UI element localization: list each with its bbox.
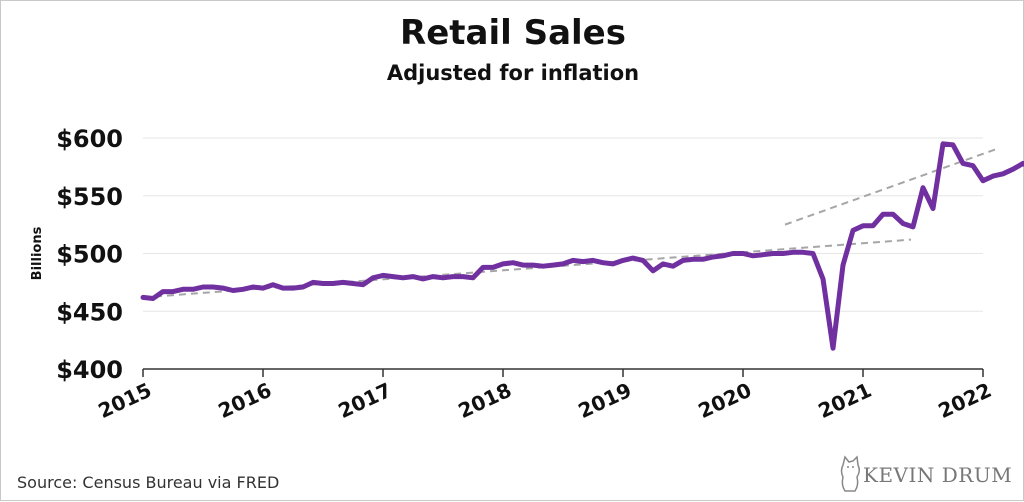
source-note: Source: Census Bureau via FRED	[17, 473, 280, 492]
x-tick-label: 2017	[335, 378, 396, 423]
y-tick-label: $500	[56, 241, 123, 269]
y-axis-title: Billions	[30, 226, 45, 280]
x-tick-label: 2015	[95, 378, 156, 423]
kevin-drum-logo: KEVIN DRUM	[837, 451, 1017, 495]
y-tick-label: $450	[56, 298, 123, 326]
x-tick-label: 2022	[935, 378, 996, 423]
chart-title: Retail Sales	[400, 13, 626, 53]
y-tick-label: $600	[56, 125, 123, 153]
x-tick-label: 2016	[215, 378, 276, 423]
y-tick-label: $550	[56, 183, 123, 211]
x-axis-tick-labels: 2015 2016 2017 2018 2019 2020 2021 2022	[95, 378, 996, 423]
logo-text: KEVIN DRUM	[863, 463, 1013, 487]
x-tick-label: 2019	[575, 378, 636, 423]
x-tick-label: 2021	[815, 378, 876, 423]
trendline	[142, 238, 912, 299]
y-tick-label: $400	[56, 356, 123, 384]
x-axis-ticks	[142, 369, 984, 377]
x-tick-label: 2020	[695, 378, 756, 423]
chart-subtitle: Adjusted for inflation	[386, 61, 640, 85]
cat-icon	[840, 455, 861, 492]
series-line	[140, 141, 1024, 351]
gridlines	[143, 137, 983, 312]
x-tick-label: 2018	[455, 378, 516, 423]
y-axis-tick-labels: $400 $450 $500 $550 $600	[56, 125, 123, 384]
